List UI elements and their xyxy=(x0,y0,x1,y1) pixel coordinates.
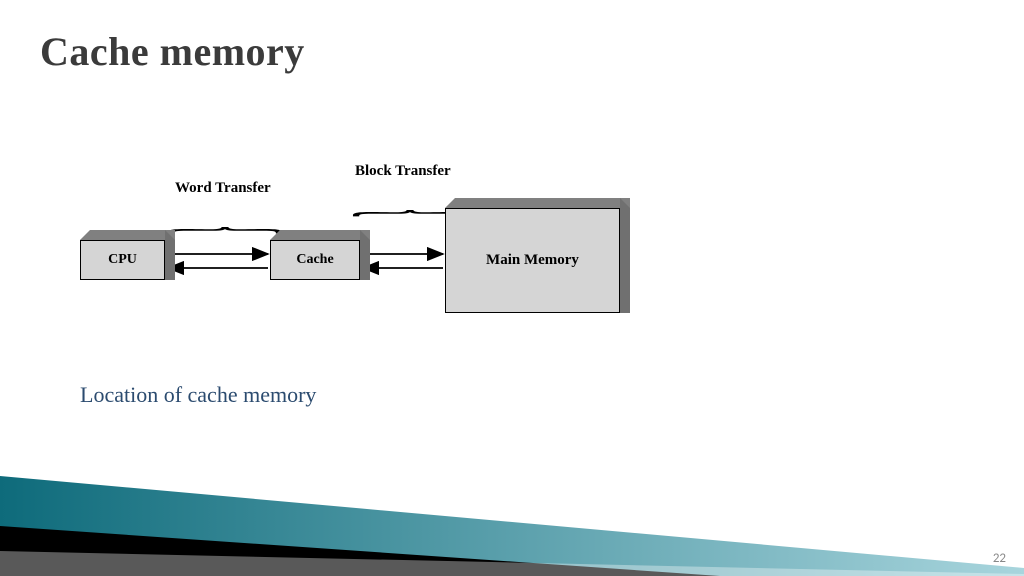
node-cpu: CPU xyxy=(80,230,175,280)
node-cache: Cache xyxy=(270,230,370,280)
slide-decoration xyxy=(0,456,1024,576)
node-main: Main Memory xyxy=(445,198,630,313)
brace-icon: ︷ xyxy=(165,204,285,239)
diagram-caption: Location of cache memory xyxy=(80,382,316,408)
page-number: 22 xyxy=(993,551,1006,566)
word-transfer-label: Word Transfer xyxy=(175,180,271,197)
cache-diagram: Word Transfer ︷ Block Transfer ︷ CPUCach… xyxy=(60,150,680,350)
block-transfer-label: Block Transfer xyxy=(355,163,451,180)
page-title: Cache memory xyxy=(40,28,305,75)
